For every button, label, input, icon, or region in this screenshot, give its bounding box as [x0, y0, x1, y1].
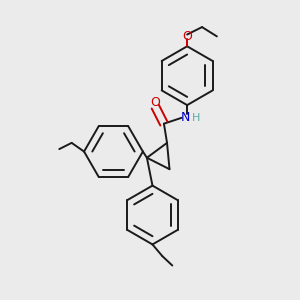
Text: O: O: [150, 95, 160, 109]
Text: H: H: [192, 113, 200, 123]
Text: O: O: [182, 31, 192, 44]
Text: N: N: [181, 111, 190, 124]
